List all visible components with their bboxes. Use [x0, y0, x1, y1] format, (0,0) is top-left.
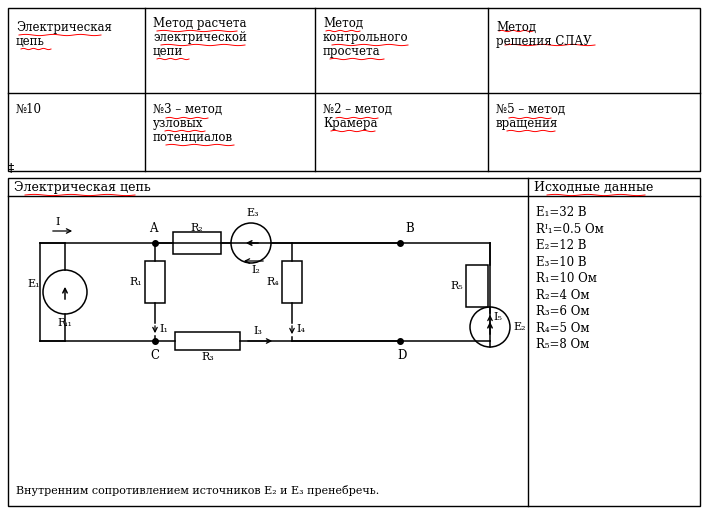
Text: ‡: ‡ — [8, 161, 14, 174]
Text: E₃: E₃ — [247, 208, 259, 218]
Bar — [466, 265, 488, 307]
Text: R₃=6 Ом: R₃=6 Ом — [536, 305, 589, 318]
Text: R₅: R₅ — [450, 281, 463, 291]
Text: электрической: электрической — [153, 31, 247, 44]
Text: Электрическая цепь: Электрическая цепь — [14, 180, 151, 194]
Text: E₁: E₁ — [28, 279, 40, 289]
Text: контрольного: контрольного — [323, 31, 408, 44]
Text: I: I — [55, 217, 60, 227]
Text: I₄: I₄ — [296, 324, 305, 334]
Text: Метод расчета: Метод расчета — [153, 17, 247, 30]
Text: E₁=32 В: E₁=32 В — [536, 206, 586, 219]
Text: R₄=5 Ом: R₄=5 Ом — [536, 321, 589, 335]
Text: вращения: вращения — [496, 117, 559, 130]
Text: C: C — [150, 349, 160, 362]
Text: Электрическая: Электрическая — [16, 21, 112, 34]
Text: №5 – метод: №5 – метод — [496, 103, 565, 116]
Text: I₁: I₁ — [159, 324, 168, 334]
Text: R₂=4 Ом: R₂=4 Ом — [536, 289, 589, 301]
Bar — [145, 261, 165, 303]
Bar — [8, 178, 700, 506]
Bar — [175, 332, 240, 350]
Text: E₃=10 В: E₃=10 В — [536, 256, 586, 268]
Text: I₃: I₃ — [253, 326, 262, 336]
Text: Исходные данные: Исходные данные — [534, 180, 654, 194]
Text: Rᵢ₁: Rᵢ₁ — [57, 318, 72, 328]
Text: E₂=12 В: E₂=12 В — [536, 239, 586, 252]
Text: I₂: I₂ — [252, 265, 260, 275]
Text: D: D — [397, 349, 407, 362]
Text: Метод: Метод — [496, 21, 536, 34]
Text: потенциалов: потенциалов — [153, 131, 233, 144]
Text: Метод: Метод — [323, 17, 363, 30]
Text: Внутренним сопротивлением источников E₂ и E₃ пренебречь.: Внутренним сопротивлением источников E₂ … — [16, 485, 379, 496]
Text: №2 – метод: №2 – метод — [323, 103, 392, 116]
Text: цепи: цепи — [153, 45, 184, 58]
Text: I₅: I₅ — [493, 312, 502, 322]
Text: узловых: узловых — [153, 117, 203, 130]
Text: R₂: R₂ — [191, 223, 203, 233]
Text: №10: №10 — [16, 103, 42, 116]
Text: R₅=8 Ом: R₅=8 Ом — [536, 338, 589, 351]
Text: R₁=10 Ом: R₁=10 Ом — [536, 272, 597, 285]
Text: Rᴵ₁=0.5 Ом: Rᴵ₁=0.5 Ом — [536, 222, 604, 236]
Text: решения СЛАУ: решения СЛАУ — [496, 35, 591, 48]
Bar — [8, 8, 700, 171]
Text: цепь: цепь — [16, 35, 45, 48]
Bar — [173, 232, 221, 254]
Text: R₁: R₁ — [129, 277, 142, 287]
Text: R₃: R₃ — [201, 352, 214, 362]
Text: E₂: E₂ — [513, 322, 525, 332]
Text: A: A — [149, 222, 157, 235]
Text: просчета: просчета — [323, 45, 381, 58]
Text: B: B — [405, 222, 414, 235]
Text: Крамера: Крамера — [323, 117, 377, 130]
Text: R₄: R₄ — [267, 277, 279, 287]
Bar — [282, 261, 302, 303]
Text: №3 – метод: №3 – метод — [153, 103, 222, 116]
